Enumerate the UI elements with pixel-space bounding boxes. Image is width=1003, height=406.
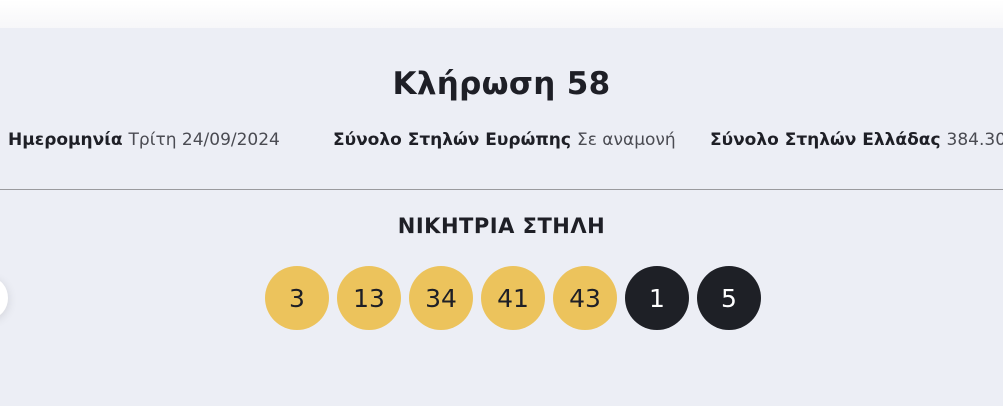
info-value: Τρίτη 24/09/2024	[128, 130, 280, 150]
number-ball: 34	[409, 266, 473, 330]
winning-numbers: 3 13 34 41 43 1 5	[265, 266, 761, 330]
carousel-prev-button[interactable]	[0, 278, 8, 318]
number-ball: 41	[481, 266, 545, 330]
info-greece-columns: Σύνολο Στηλών Ελλάδας 384.30	[710, 130, 1003, 150]
divider	[0, 189, 1003, 190]
star-ball: 5	[697, 266, 761, 330]
draw-title: Κλήρωση 58	[392, 66, 611, 102]
info-label: Ημερομηνία	[8, 130, 123, 150]
info-label: Σύνολο Στηλών Ευρώπης	[333, 130, 571, 150]
star-ball: 1	[625, 266, 689, 330]
number-ball: 13	[337, 266, 401, 330]
info-date: Ημερομηνία Τρίτη 24/09/2024	[8, 130, 280, 150]
info-label: Σύνολο Στηλών Ελλάδας	[710, 130, 941, 150]
winning-column-title: ΝΙΚΗΤΡΙΑ ΣΤΗΛΗ	[397, 214, 606, 238]
number-ball: 43	[553, 266, 617, 330]
info-europe-columns: Σύνολο Στηλών Ευρώπης Σε αναμονή	[333, 130, 676, 150]
info-value: Σε αναμονή	[576, 130, 676, 150]
info-value: 384.30	[946, 130, 1003, 150]
top-header-bar	[0, 0, 1003, 28]
number-ball: 3	[265, 266, 329, 330]
